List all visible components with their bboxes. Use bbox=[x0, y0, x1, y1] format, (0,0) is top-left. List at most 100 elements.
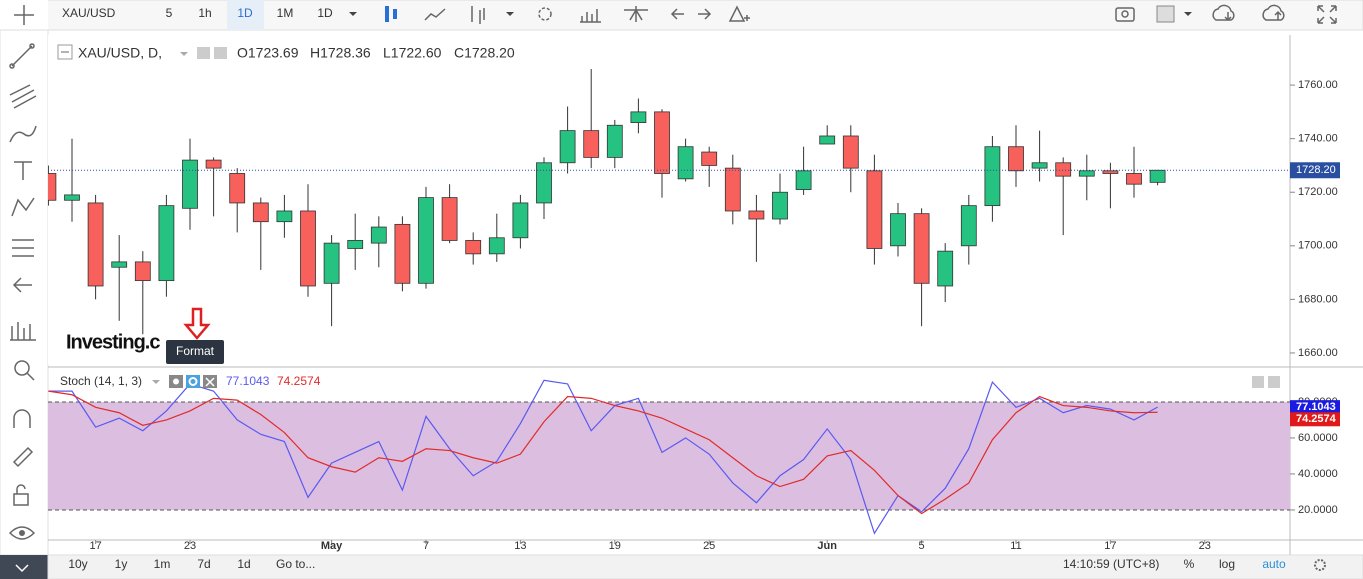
drawing-tools[interactable] bbox=[8, 43, 37, 540]
candle-body bbox=[677, 146, 694, 180]
interval[interactable]: 1D bbox=[237, 6, 253, 20]
x-tick-label: 25 bbox=[703, 540, 715, 552]
candle-body bbox=[347, 240, 364, 249]
candle-body bbox=[87, 202, 104, 287]
range-button[interactable]: 7d bbox=[197, 557, 210, 571]
candle-body bbox=[937, 250, 954, 287]
interval[interactable]: 1D bbox=[317, 6, 333, 20]
last-value-label: 74.2574 bbox=[1296, 413, 1337, 425]
range-button[interactable]: 1m bbox=[154, 557, 171, 571]
candle-body bbox=[229, 173, 246, 204]
candle-body bbox=[418, 197, 434, 284]
last-price-box bbox=[1290, 162, 1340, 179]
legend-symbol: XAU/USD, D, bbox=[78, 45, 162, 61]
eye-icon bbox=[173, 378, 179, 385]
collapse-button[interactable] bbox=[0, 555, 48, 579]
candle-body bbox=[323, 242, 340, 284]
x-tick-label: Jun bbox=[817, 540, 837, 552]
y-tick-label: 60.0000 bbox=[1298, 432, 1338, 444]
interval-active-bg bbox=[227, 0, 264, 30]
y-tick-label: 1740.00 bbox=[1298, 133, 1338, 145]
candle-body bbox=[890, 213, 906, 247]
candle-body bbox=[606, 124, 623, 158]
candle-body bbox=[654, 111, 670, 174]
candle-body bbox=[465, 240, 482, 255]
candle-body bbox=[536, 162, 552, 204]
candle-body bbox=[300, 210, 316, 287]
goto-button[interactable]: Go to... bbox=[276, 557, 315, 571]
percent-toggle[interactable]: % bbox=[1184, 557, 1195, 571]
stoch-line bbox=[48, 390, 1158, 515]
crosshair-icon bbox=[14, 5, 34, 25]
candle-body bbox=[134, 261, 151, 282]
candle-body bbox=[842, 135, 859, 169]
y-tick-label: 40.0000 bbox=[1298, 468, 1338, 480]
auto-toggle[interactable]: auto bbox=[1262, 557, 1286, 571]
x-tick-label: 7 bbox=[423, 540, 429, 552]
range-button[interactable]: 10y bbox=[68, 557, 87, 571]
y-tick-label: 1680.00 bbox=[1298, 293, 1338, 305]
stoch-line bbox=[48, 379, 1158, 535]
pane-down[interactable] bbox=[1268, 376, 1280, 388]
candle-body bbox=[1149, 169, 1166, 183]
symbol[interactable]: XAU/USD bbox=[62, 6, 116, 20]
format-button[interactable] bbox=[186, 375, 200, 388]
candle-body bbox=[205, 159, 222, 169]
candle-body bbox=[701, 151, 718, 166]
x-tick-label: 13 bbox=[514, 540, 526, 552]
last-value-label: 77.1043 bbox=[1296, 401, 1336, 413]
candle-body bbox=[158, 205, 175, 282]
tooltip-text: Format bbox=[176, 344, 215, 358]
collapse-icon bbox=[15, 564, 29, 573]
eye-button[interactable] bbox=[197, 47, 210, 59]
candle-body bbox=[724, 167, 741, 212]
candle-body bbox=[276, 210, 293, 223]
y-tick-label: 1660.00 bbox=[1298, 347, 1338, 359]
range-button[interactable]: 1d bbox=[237, 557, 250, 571]
candle-body bbox=[182, 159, 198, 209]
candle-body bbox=[984, 146, 1001, 207]
pane-up[interactable] bbox=[1252, 376, 1264, 388]
candle-body bbox=[488, 237, 505, 255]
main-pane bbox=[48, 35, 1290, 365]
candle-body bbox=[441, 197, 458, 241]
stoch-plot bbox=[48, 379, 1290, 535]
stoch-band bbox=[48, 401, 1290, 510]
toolbar-icons bbox=[385, 4, 1337, 24]
candle-body bbox=[1078, 170, 1095, 177]
last-value-box bbox=[1290, 400, 1340, 415]
candle-body bbox=[1126, 173, 1142, 185]
left-toolbar bbox=[0, 29, 49, 556]
candle-body bbox=[512, 202, 529, 239]
candle-body bbox=[630, 111, 647, 123]
x-tick-label: 23 bbox=[1199, 540, 1211, 552]
settings-icon[interactable] bbox=[1314, 559, 1326, 571]
settings-button[interactable] bbox=[214, 47, 227, 59]
legend-d-value: 74.2574 bbox=[277, 374, 321, 388]
candle-body bbox=[1102, 170, 1119, 174]
dropdown-arrow[interactable] bbox=[349, 12, 357, 16]
dropdown-arrow[interactable] bbox=[152, 380, 160, 384]
ohlc-close: C1728.20 bbox=[454, 45, 515, 61]
interval[interactable]: 5 bbox=[166, 6, 173, 20]
clock: 14:10:59 (UTC+8) bbox=[1063, 557, 1159, 571]
tooltip bbox=[166, 340, 224, 364]
candle-body bbox=[866, 170, 883, 249]
interval[interactable]: 1h bbox=[198, 6, 211, 20]
close-icon bbox=[205, 377, 215, 387]
y-tick-label: 1720.00 bbox=[1298, 186, 1338, 198]
bottom-bar bbox=[47, 554, 1363, 579]
log-toggle[interactable]: log bbox=[1219, 557, 1235, 571]
y-tick-label: 1760.00 bbox=[1298, 79, 1338, 91]
candle-body bbox=[583, 130, 600, 158]
ohlc-high: H1728.36 bbox=[310, 45, 371, 61]
x-tick-label: 5 bbox=[919, 540, 925, 552]
gear-icon bbox=[188, 377, 198, 386]
x-tick-label: 23 bbox=[184, 540, 196, 552]
interval[interactable]: 1M bbox=[277, 6, 294, 20]
dropdown-arrow[interactable] bbox=[180, 52, 188, 56]
x-tick-label: May bbox=[321, 540, 343, 552]
candle-body bbox=[252, 202, 269, 223]
range-button[interactable]: 1y bbox=[115, 557, 128, 571]
